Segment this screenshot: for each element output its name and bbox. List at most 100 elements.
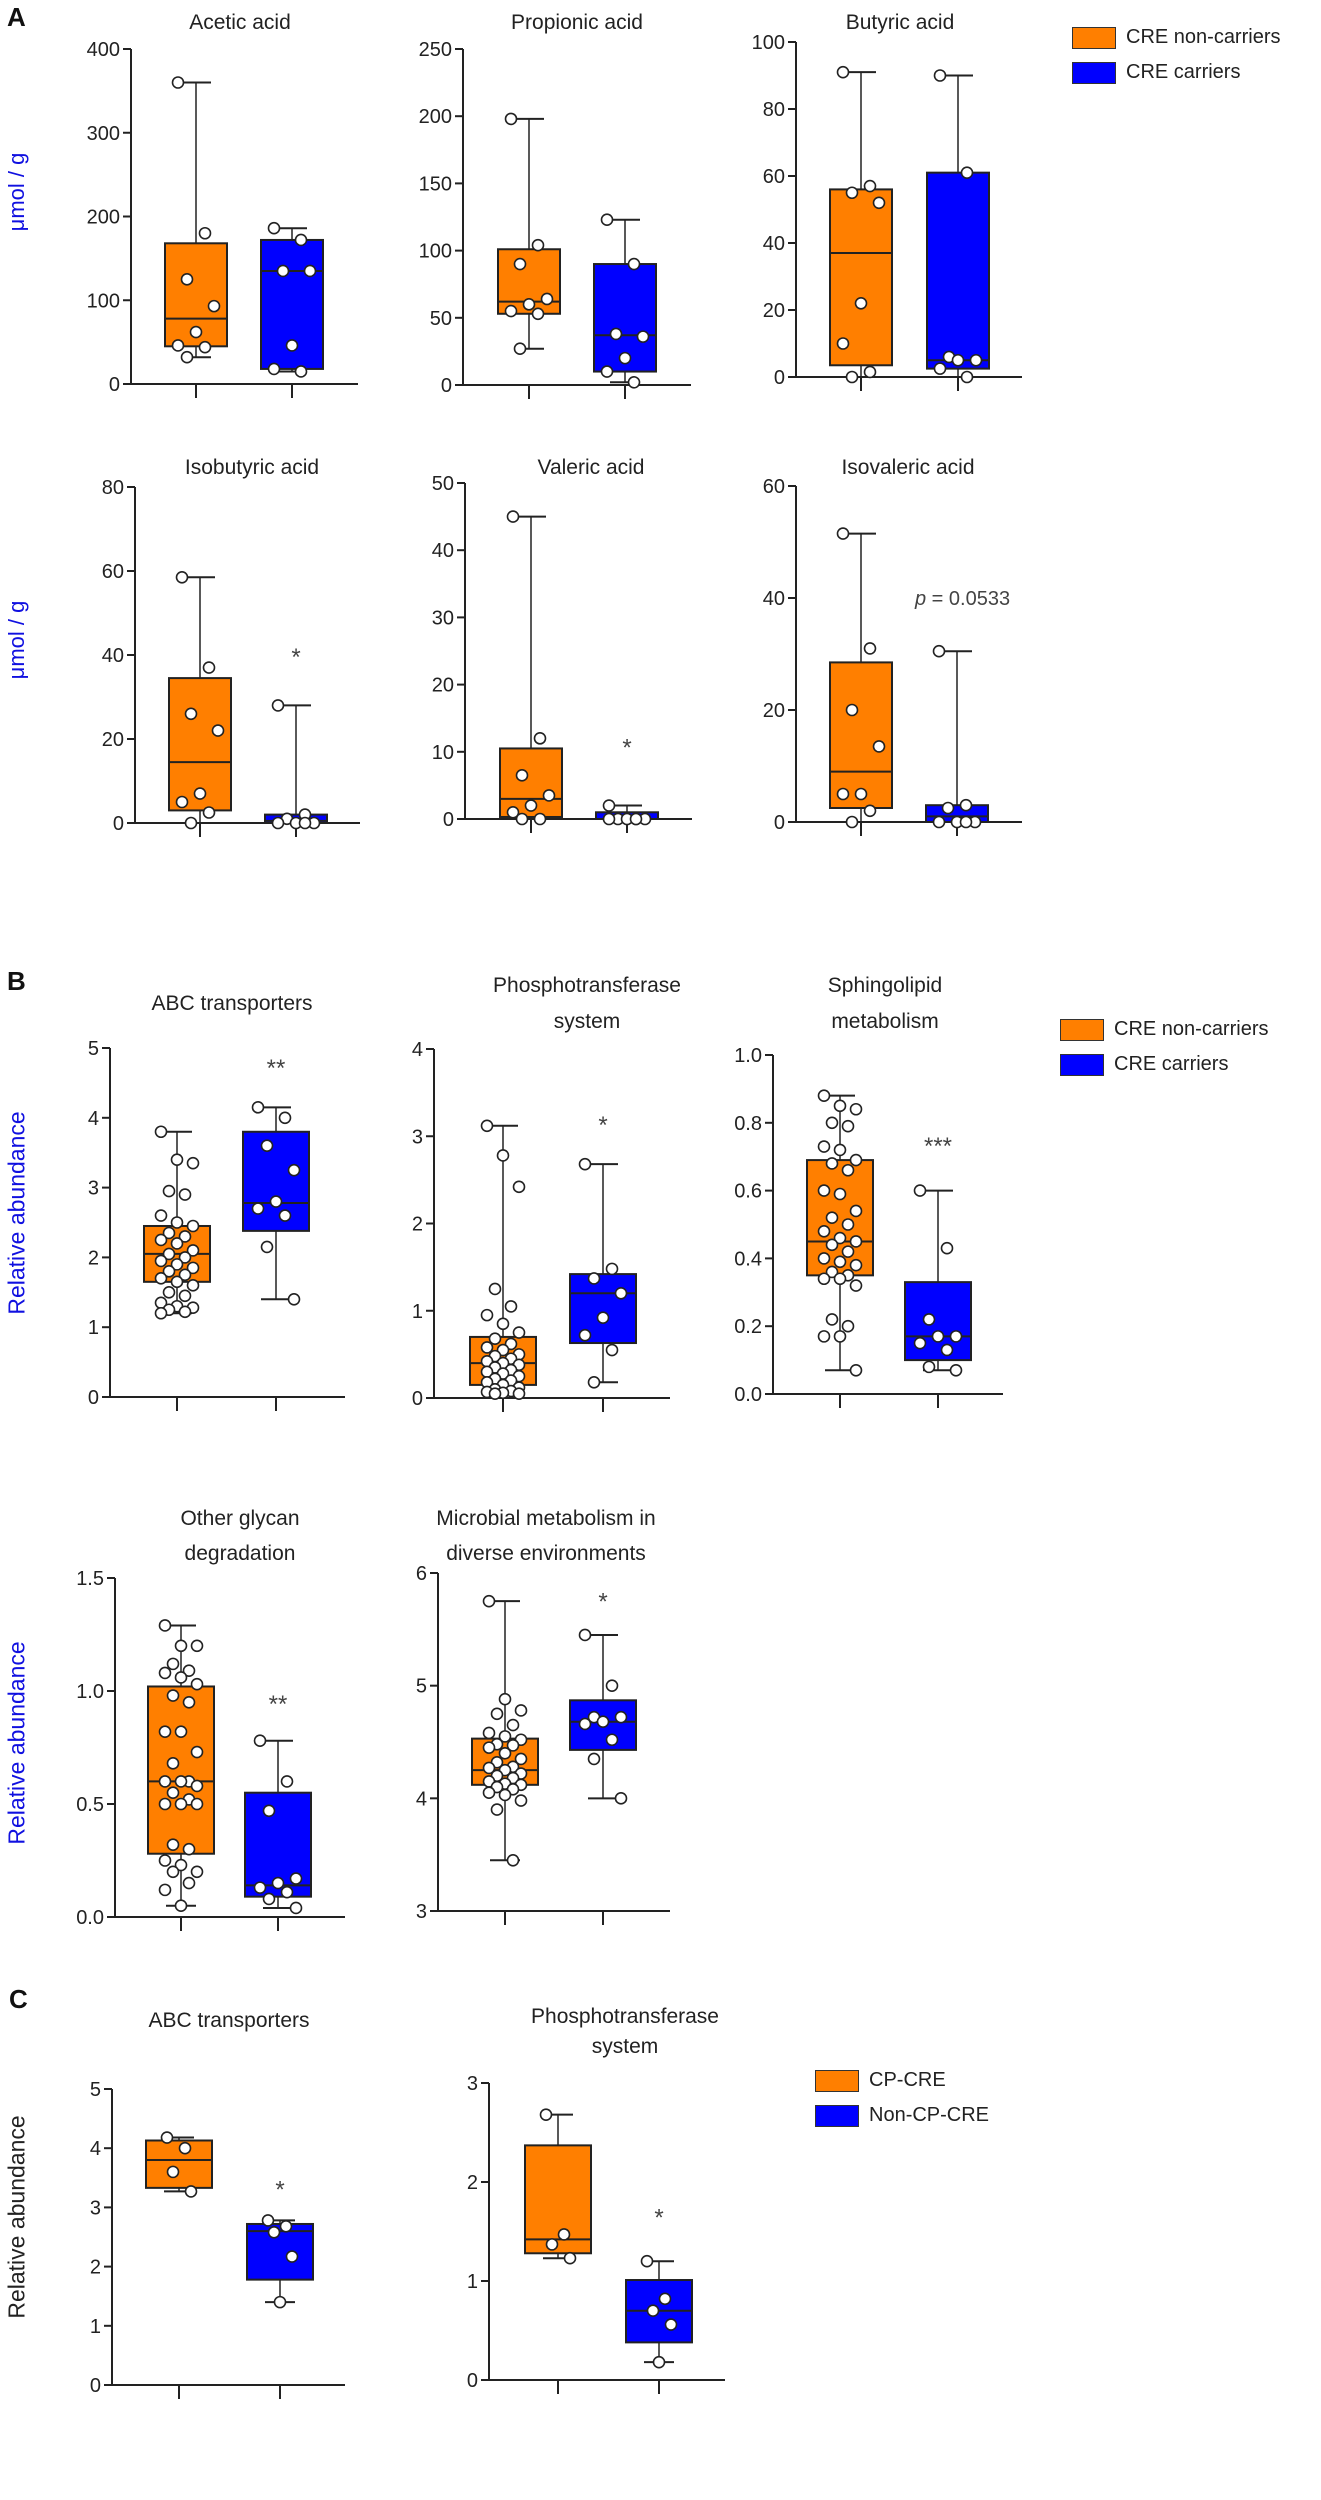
data-point bbox=[279, 2220, 293, 2233]
data-point bbox=[940, 1241, 954, 1255]
data-point bbox=[303, 264, 317, 278]
data-point bbox=[180, 350, 194, 364]
box-cre-non-carriers bbox=[471, 1594, 539, 1867]
y-tick-label: 0.8 bbox=[734, 1113, 762, 1135]
data-point bbox=[154, 1254, 168, 1268]
y-tick-label: 3 bbox=[90, 2197, 101, 2219]
data-point bbox=[949, 1330, 963, 1343]
y-tick-label: 1 bbox=[412, 1301, 423, 1323]
data-point bbox=[158, 1666, 172, 1680]
box-cre-carriers bbox=[242, 1101, 310, 1306]
y-tick-label: 4 bbox=[412, 1039, 423, 1061]
data-point bbox=[278, 1111, 292, 1125]
data-point bbox=[174, 1775, 188, 1788]
data-point bbox=[872, 196, 886, 210]
data-point bbox=[280, 1885, 294, 1899]
chart-butyric-acid: Butyric acid 0 20 40 60 80 100 bbox=[752, 11, 1022, 391]
legend-label: CRE non-carriers bbox=[1114, 1018, 1269, 1040]
blue-swatch bbox=[815, 2104, 859, 2127]
data-point bbox=[932, 644, 946, 658]
data-point bbox=[506, 1739, 520, 1752]
box-cre-carriers bbox=[260, 221, 324, 378]
data-point bbox=[969, 353, 983, 367]
y-tick-label: 30 bbox=[432, 607, 454, 629]
y-tick-label: 20 bbox=[432, 675, 454, 697]
data-point bbox=[836, 65, 850, 79]
data-point bbox=[833, 1099, 847, 1113]
data-point bbox=[261, 2214, 275, 2227]
data-point bbox=[854, 296, 868, 310]
y-tick-label: 200 bbox=[87, 207, 120, 229]
data-point bbox=[490, 1803, 504, 1816]
data-point bbox=[189, 325, 203, 339]
box-cre-non-carriers bbox=[806, 1089, 874, 1377]
data-point bbox=[193, 787, 207, 800]
data-point bbox=[849, 1279, 863, 1292]
chart-phosphotransferase-system: Phosphotransferase system 0 1 2 3 4 * bbox=[412, 974, 681, 1412]
data-point bbox=[162, 1247, 176, 1261]
data-point bbox=[602, 812, 616, 826]
chart-abc-transporters: ABC transporters 0 1 2 3 4 5 ** bbox=[88, 992, 345, 1411]
data-point bbox=[298, 816, 312, 830]
data-point bbox=[184, 816, 198, 830]
chart-title: Propionic acid bbox=[511, 11, 643, 34]
data-point bbox=[287, 1163, 301, 1177]
data-point bbox=[289, 1872, 303, 1885]
legend-c: CP-CRE Non-CP-CRE bbox=[815, 2063, 989, 2133]
data-point bbox=[287, 1292, 301, 1306]
data-point bbox=[825, 1313, 839, 1326]
data-point bbox=[605, 1262, 619, 1276]
data-point bbox=[646, 2304, 660, 2317]
data-point bbox=[175, 570, 189, 584]
data-point bbox=[524, 799, 538, 812]
data-point bbox=[618, 351, 632, 365]
data-point bbox=[178, 1251, 192, 1264]
data-point bbox=[845, 370, 859, 384]
box-cre-carriers bbox=[904, 1184, 972, 1377]
box-iqr bbox=[260, 238, 324, 370]
y-tick-label: 1 bbox=[467, 2271, 478, 2293]
chart-title: ABC transporters bbox=[151, 992, 312, 1015]
data-point bbox=[178, 1305, 192, 1319]
data-point bbox=[170, 1237, 184, 1250]
y-tick-label: 60 bbox=[763, 166, 785, 188]
y-tick-label: 0.0 bbox=[734, 1384, 762, 1406]
y-tick-label: 1.5 bbox=[76, 1568, 104, 1590]
y-tick-label: 100 bbox=[419, 241, 452, 263]
legend-item-carriers: CRE carriers bbox=[1060, 1047, 1268, 1082]
data-point bbox=[845, 815, 859, 829]
significance-asterisk: * bbox=[598, 1112, 607, 1139]
data-point bbox=[652, 2355, 666, 2369]
data-point bbox=[166, 1786, 180, 1799]
data-point bbox=[849, 1153, 863, 1167]
box-cp-cre bbox=[145, 2131, 213, 2198]
data-point bbox=[280, 1775, 294, 1788]
data-point bbox=[482, 1786, 496, 1799]
y-tick-label: 1 bbox=[90, 2316, 101, 2338]
significance-asterisk: * bbox=[654, 2205, 663, 2232]
chart-title: system bbox=[592, 2035, 659, 2058]
data-point bbox=[922, 1360, 936, 1374]
data-point bbox=[841, 1319, 855, 1333]
data-point bbox=[817, 1089, 831, 1102]
significance-asterisk: * bbox=[598, 1589, 607, 1616]
data-point bbox=[854, 787, 868, 801]
chart-title: Sphingolipid bbox=[828, 974, 942, 997]
legend-item-non-carriers: CRE non-carriers bbox=[1060, 1012, 1268, 1047]
data-point bbox=[825, 1211, 839, 1225]
data-point bbox=[294, 233, 308, 247]
y-tick-label: 0.5 bbox=[76, 1794, 104, 1816]
y-tick-label: 250 bbox=[419, 39, 452, 61]
box-cre-carriers bbox=[925, 644, 989, 829]
data-point bbox=[605, 1679, 619, 1692]
data-point bbox=[959, 798, 973, 812]
chart-title: Microbial metabolism in bbox=[436, 1507, 655, 1530]
y-tick-label: 2 bbox=[412, 1214, 423, 1236]
box-cre-carriers bbox=[595, 799, 659, 826]
data-point bbox=[278, 1209, 292, 1222]
data-point bbox=[496, 1317, 510, 1331]
data-point bbox=[600, 365, 614, 378]
data-point bbox=[207, 299, 221, 313]
orange-swatch bbox=[815, 2069, 859, 2092]
data-point bbox=[602, 799, 616, 812]
